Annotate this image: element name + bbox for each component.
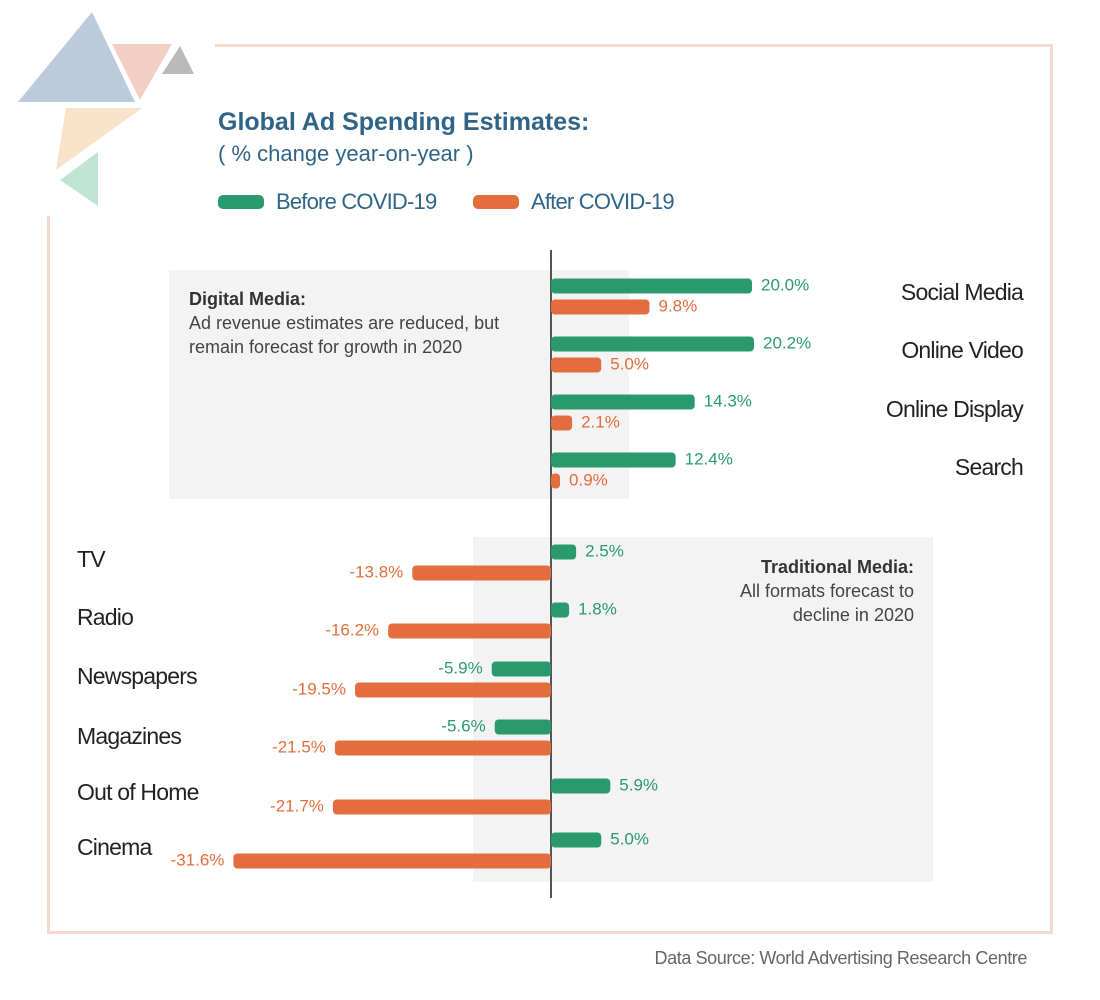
category-label-newspapers: Newspapers <box>77 663 197 689</box>
traditional-media-heading: Traditional Media: <box>760 557 914 577</box>
bar-cinema-before <box>551 832 602 848</box>
bar-out-of-home-before <box>551 778 611 794</box>
legend-label-before: Before COVID-19 <box>276 189 437 214</box>
traditional-media-panel <box>473 537 933 882</box>
traditional-media-note: Traditional Media: All formats forecast … <box>680 555 914 627</box>
bar-radio-after <box>388 623 551 639</box>
legend-swatch-before <box>218 195 264 209</box>
bar-cinema-after <box>233 853 552 869</box>
deco-triangle-blue <box>18 12 135 102</box>
digital-media-note: Digital Media: Ad revenue estimates are … <box>189 287 534 359</box>
bar-online-video-after <box>551 357 602 373</box>
category-label-out-of-home: Out of Home <box>77 779 199 805</box>
deco-triangle-gray <box>162 46 194 74</box>
data-label-online-video-after: 5.0% <box>610 354 649 373</box>
deco-triangle-pink <box>112 44 172 100</box>
data-label-social-media-after: 9.8% <box>658 296 697 315</box>
data-label-out-of-home-before: 5.9% <box>619 775 658 794</box>
data-label-newspapers-after: -19.5% <box>292 679 346 698</box>
bar-newspapers-after <box>355 682 551 698</box>
category-label-search: Search <box>955 454 1023 480</box>
deco-triangle-peach <box>56 108 142 170</box>
category-label-online-video: Online Video <box>901 337 1023 363</box>
bar-social-media-before <box>551 278 752 294</box>
category-label-radio: Radio <box>77 604 133 630</box>
data-label-tv-after: -13.8% <box>349 562 403 581</box>
data-label-search-before: 12.4% <box>685 449 733 468</box>
bar-magazines-after <box>334 740 551 756</box>
category-label-cinema: Cinema <box>77 834 152 860</box>
bar-tv-before <box>551 544 577 560</box>
data-label-magazines-before: -5.6% <box>441 716 485 735</box>
data-label-radio-before: 1.8% <box>578 599 617 618</box>
bar-online-display-after <box>551 415 573 431</box>
legend-swatch-after <box>473 195 519 209</box>
data-label-cinema-before: 5.0% <box>610 829 649 848</box>
data-label-online-video-before: 20.2% <box>763 333 811 352</box>
data-label-magazines-after: -21.5% <box>272 737 326 756</box>
data-label-tv-before: 2.5% <box>585 541 624 560</box>
data-label-newspapers-before: -5.9% <box>438 658 482 677</box>
bar-search-before <box>551 452 676 468</box>
category-label-magazines: Magazines <box>77 723 181 749</box>
legend-item-after: After COVID-19 <box>473 189 675 215</box>
data-label-search-after: 0.9% <box>569 470 608 489</box>
digital-media-body: Ad revenue estimates are reduced, but re… <box>189 313 500 357</box>
data-source: Data Source: World Advertising Research … <box>654 948 1028 968</box>
category-label-social-media: Social Media <box>901 279 1024 305</box>
bar-online-video-before <box>551 336 755 352</box>
bar-tv-after <box>412 565 551 581</box>
deco-triangle-mint <box>60 152 98 206</box>
data-label-online-display-before: 14.3% <box>704 391 752 410</box>
data-label-social-media-before: 20.0% <box>761 275 809 294</box>
bar-out-of-home-after <box>332 799 551 815</box>
digital-media-heading: Digital Media: <box>189 289 307 309</box>
decorative-triangles-logo <box>18 12 194 206</box>
data-label-out-of-home-after: -21.7% <box>270 796 324 815</box>
content-frame <box>47 44 1053 934</box>
category-label-online-display: Online Display <box>886 396 1024 422</box>
legend-item-before: Before COVID-19 <box>218 189 437 215</box>
bar-newspapers-before <box>491 661 551 677</box>
chart-title: Global Ad Spending Estimates: <box>218 108 590 136</box>
traditional-media-body: All formats forecast to decline in 2020 <box>739 581 914 625</box>
bar-radio-before <box>551 602 570 618</box>
data-label-cinema-after: -31.6% <box>171 850 225 869</box>
category-label-tv: TV <box>77 546 106 572</box>
data-label-radio-after: -16.2% <box>325 620 379 639</box>
legend-label-after: After COVID-19 <box>531 189 675 214</box>
bar-social-media-after <box>551 299 650 315</box>
bar-magazines-before <box>494 719 551 735</box>
chart-subtitle: ( % change year-on-year ) <box>218 141 474 166</box>
data-label-online-display-after: 2.1% <box>581 412 620 431</box>
bar-online-display-before <box>551 394 695 410</box>
bar-search-after <box>551 473 561 489</box>
